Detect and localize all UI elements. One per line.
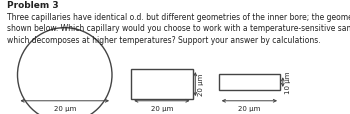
Bar xyxy=(219,75,280,90)
Text: 10 μm: 10 μm xyxy=(285,71,291,93)
Text: Three capillaries have identical o.d. but different geometries of the inner bore: Three capillaries have identical o.d. bu… xyxy=(7,13,350,44)
Text: Problem 3: Problem 3 xyxy=(7,1,59,10)
Text: 20 μm: 20 μm xyxy=(238,105,260,111)
Text: 20 μm: 20 μm xyxy=(54,105,76,111)
Text: 20 μm: 20 μm xyxy=(198,73,204,95)
Text: 20 μm: 20 μm xyxy=(150,105,173,111)
Bar xyxy=(131,70,192,99)
